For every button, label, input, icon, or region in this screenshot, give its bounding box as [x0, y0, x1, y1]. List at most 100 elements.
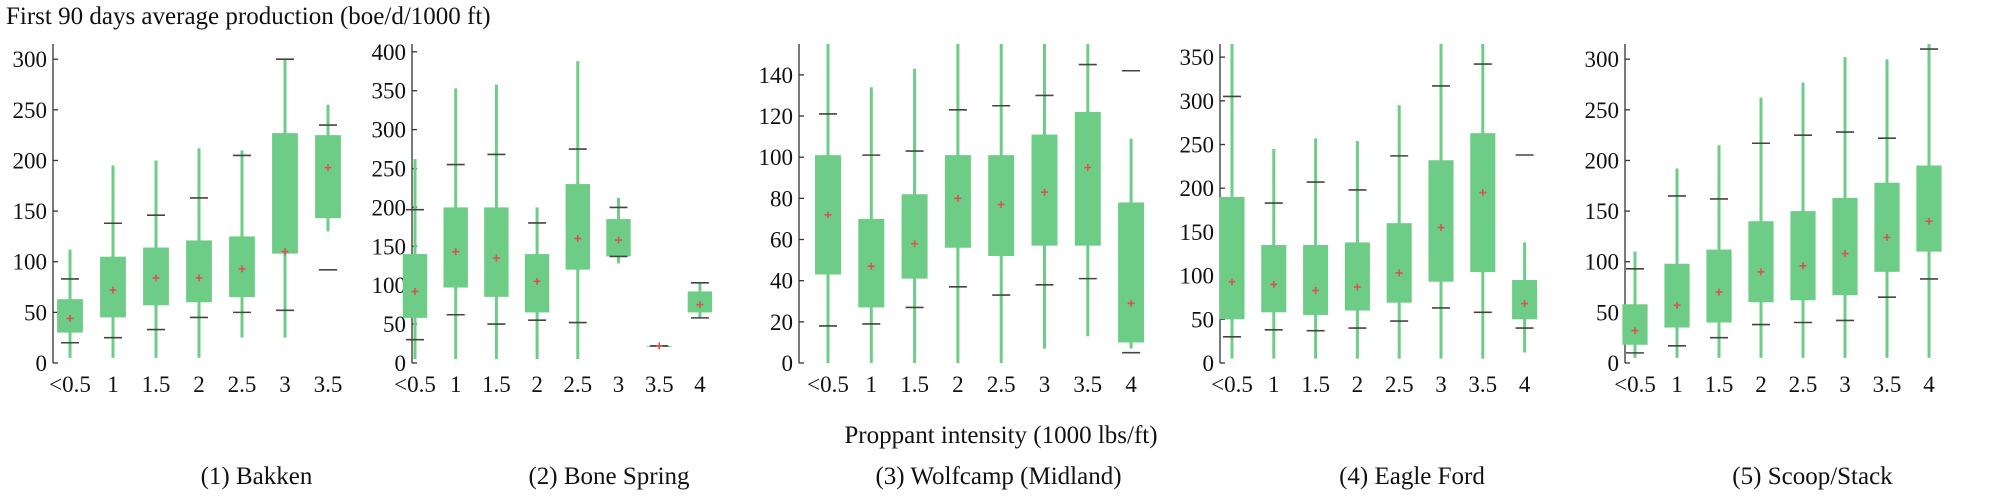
x-tick-label: 3 [613, 372, 625, 397]
y-tick-label: 150 [13, 199, 48, 224]
iqr-box [565, 184, 591, 270]
iqr-box [1874, 182, 1900, 272]
x-tick-label: 3 [1435, 372, 1447, 397]
iqr-box [1706, 249, 1732, 323]
iqr-box [1428, 160, 1454, 282]
box-2 [524, 207, 550, 360]
y-tick-label: 150 [1585, 199, 1620, 224]
box-2 [1344, 141, 1370, 359]
box-3.5 [1074, 44, 1101, 337]
box-1 [1261, 148, 1287, 359]
panel-title: (2) Bone Spring [528, 463, 690, 490]
iqr-box [1832, 197, 1858, 296]
y-tick-label: 120 [759, 104, 794, 129]
figure-xlabel: Proppant intensity (1000 lbs/ft) [844, 422, 1157, 449]
x-tick-label: 2.5 [1385, 372, 1414, 397]
y-tick-label: 350 [372, 79, 407, 104]
x-tick-label: 3 [1039, 372, 1051, 397]
box-3.5 [1874, 59, 1900, 358]
x-tick-label: 3.5 [314, 372, 343, 397]
y-tick-label: 150 [372, 234, 407, 259]
x-tick-label: 1 [866, 372, 878, 397]
iqr-box [1916, 165, 1942, 252]
x-tick-label: <0.5 [394, 372, 436, 397]
box-2 [944, 44, 971, 363]
y-tick-label: 50 [383, 312, 406, 337]
box-1 [858, 87, 885, 363]
x-tick-label: 3.5 [645, 372, 674, 397]
y-tick-label: 0 [395, 351, 407, 376]
iqr-box [1074, 111, 1101, 246]
box-3 [272, 58, 298, 338]
box-4 [687, 282, 713, 319]
box-3 [606, 198, 631, 264]
x-tick-label: 2 [1352, 372, 1364, 397]
x-tick-label: 2.5 [987, 372, 1016, 397]
box-3 [1832, 57, 1858, 358]
y-tick-label: 200 [1180, 176, 1215, 201]
box-<0.5 [1219, 44, 1245, 359]
y-tick-label: 100 [759, 145, 794, 170]
box-<0.5 [57, 249, 83, 358]
x-tick-label: <0.5 [1614, 372, 1656, 397]
y-tick-label: 100 [372, 273, 407, 298]
x-tick-label: <0.5 [807, 372, 849, 397]
y-tick-label: 0 [1203, 351, 1215, 376]
iqr-box [901, 194, 928, 279]
iqr-box [1664, 263, 1690, 328]
box-2 [1748, 97, 1774, 358]
box-3.5 [1470, 44, 1496, 359]
iqr-box [272, 133, 298, 254]
y-tick-label: 250 [1585, 98, 1620, 123]
x-tick-label: 4 [1519, 372, 1531, 397]
x-tick-label: 2.5 [563, 372, 592, 397]
x-tick-label: 1 [1268, 372, 1280, 397]
x-tick-label: <0.5 [49, 372, 91, 397]
y-tick-label: 300 [1180, 89, 1215, 114]
y-tick-label: 0 [36, 351, 48, 376]
box-4 [1118, 69, 1145, 354]
x-tick-label: <0.5 [1211, 372, 1253, 397]
x-tick-label: 1.5 [482, 372, 511, 397]
iqr-box [186, 240, 212, 303]
y-tick-label: 200 [13, 148, 48, 173]
box-<0.5 [402, 159, 428, 360]
box-1.5 [1706, 145, 1732, 358]
box-1.5 [901, 68, 928, 363]
box-3 [1428, 44, 1454, 359]
x-tick-label: 2.5 [228, 372, 257, 397]
x-tick-label: 1.5 [900, 372, 929, 397]
box-1.5 [484, 84, 509, 360]
y-tick-label: 100 [1180, 264, 1215, 289]
iqr-box [484, 207, 509, 297]
y-tick-label: 350 [1180, 45, 1215, 70]
box-1.5 [1303, 138, 1329, 359]
y-tick-label: 250 [1180, 133, 1215, 158]
y-tick-label: 200 [372, 195, 407, 220]
x-tick-label: 1.5 [1705, 372, 1734, 397]
x-tick-label: 1.5 [1301, 372, 1330, 397]
box-1.5 [143, 160, 169, 358]
y-tick-label: 50 [1191, 307, 1214, 332]
x-tick-label: 1.5 [142, 372, 171, 397]
y-tick-label: 250 [13, 98, 48, 123]
y-tick-label: 50 [24, 300, 47, 325]
y-tick-label: 40 [770, 269, 793, 294]
x-tick-label: 2 [1755, 372, 1767, 397]
x-tick-label: 1 [450, 372, 462, 397]
box-3.5 [646, 342, 672, 350]
x-tick-label: 2.5 [1789, 372, 1818, 397]
y-tick-label: 80 [770, 186, 793, 211]
iqr-box [1386, 223, 1412, 303]
y-tick-label: 250 [372, 156, 407, 181]
x-tick-label: 3.5 [1468, 372, 1497, 397]
x-tick-label: 2 [531, 372, 543, 397]
iqr-box [1790, 211, 1816, 301]
iqr-box [1622, 304, 1648, 345]
y-tick-label: 0 [1608, 351, 1620, 376]
panel-title: (1) Bakken [201, 463, 313, 490]
y-tick-label: 100 [13, 250, 48, 275]
box-2.5 [565, 61, 591, 360]
